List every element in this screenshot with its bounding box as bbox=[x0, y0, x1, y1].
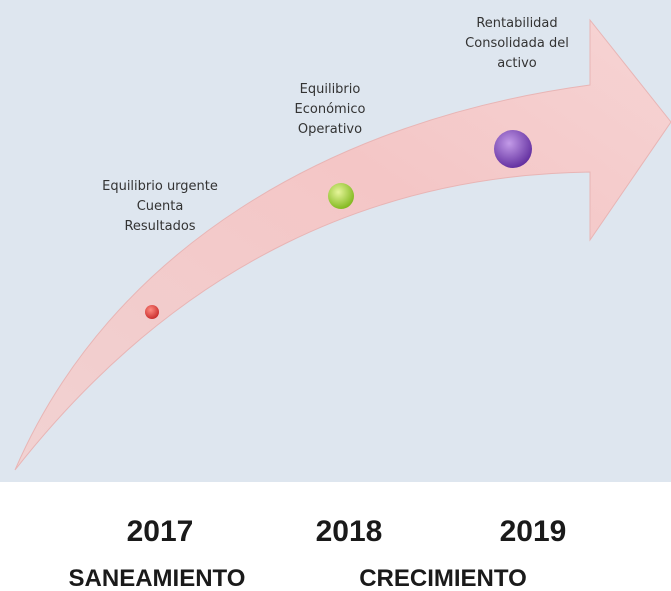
milestone-label: Resultados bbox=[124, 219, 195, 234]
milestone-dot bbox=[145, 305, 159, 319]
labels: Equilibrio urgente Cuenta Resultados Equili… bbox=[69, 16, 569, 591]
milestone-label: Cuenta bbox=[137, 199, 184, 214]
milestone-label: Equilibrio bbox=[300, 82, 361, 97]
phase-label: CRECIMIENTO bbox=[359, 565, 527, 591]
milestone-label: Consolidada del bbox=[465, 36, 569, 51]
year-label: 2017 bbox=[127, 515, 194, 548]
milestone-label: Económico bbox=[295, 102, 366, 117]
milestone-label: activo bbox=[497, 56, 537, 71]
phase-label: SANEAMIENTO bbox=[69, 565, 246, 591]
milestone-label: Rentabilidad bbox=[476, 16, 557, 31]
year-label: 2019 bbox=[500, 515, 567, 548]
background bbox=[0, 0, 671, 482]
milestone-label: Equilibrio urgente bbox=[102, 179, 218, 194]
year-label: 2018 bbox=[316, 515, 383, 548]
milestone-dot bbox=[494, 130, 532, 168]
milestone-label: Operativo bbox=[298, 122, 362, 137]
milestone-dot bbox=[328, 183, 354, 209]
